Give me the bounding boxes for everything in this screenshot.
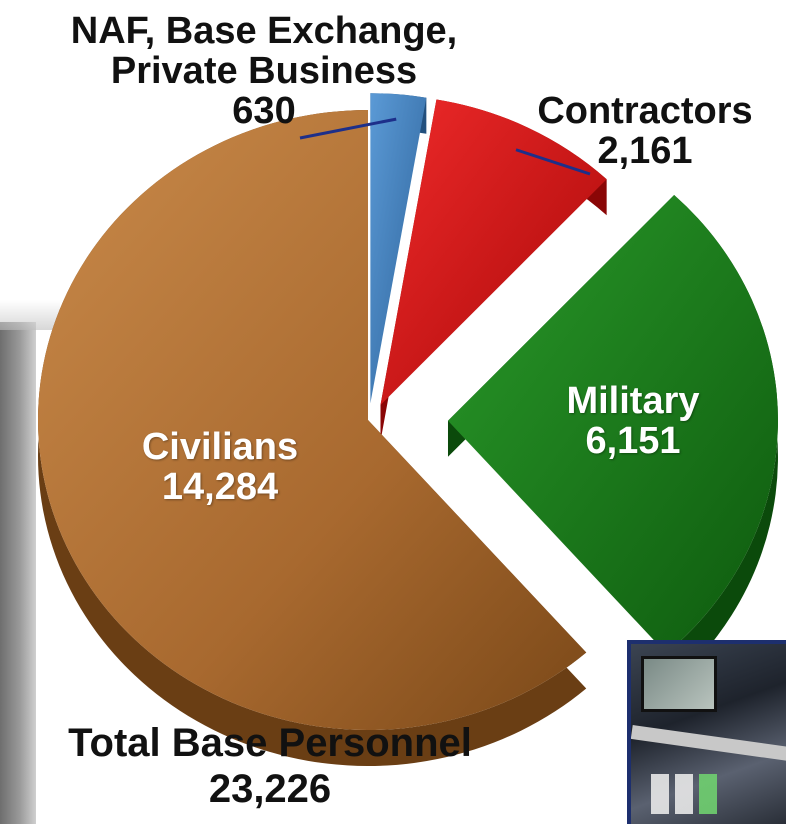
- military-value: 6,151: [585, 419, 681, 462]
- contractors-value: 2,161: [597, 129, 693, 172]
- military-label: Military: [566, 380, 700, 422]
- slice-naf: [370, 93, 427, 404]
- slice-side-civilians: [37, 110, 587, 766]
- slice-civilians: [37, 109, 587, 730]
- naf-label-line2: Private Business: [110, 49, 418, 92]
- total-title: Total Base Personnel: [68, 721, 472, 765]
- leader-line-naf: [299, 117, 397, 140]
- naf-label-line1: NAF, Base Exchange,: [70, 10, 458, 52]
- naf-value: 630: [232, 89, 296, 132]
- slice-label-civilians: Civilians 14,284: [90, 426, 350, 508]
- console-screen: [641, 656, 717, 712]
- total-label: Total Base Personnel 23,226: [60, 722, 480, 810]
- slice-label-naf: NAF, Base Exchange, Private Business 630: [14, 10, 514, 132]
- total-value: 23,226: [208, 767, 332, 811]
- aircraft-console-photo: [627, 640, 786, 824]
- contractors-label: Contractors: [537, 90, 753, 132]
- background-panel: [0, 322, 36, 824]
- civilians-label: Civilians: [141, 426, 299, 468]
- console-keys: [651, 774, 721, 814]
- slice-military: [447, 195, 778, 654]
- leader-line-contractors: [515, 148, 591, 176]
- slice-label-military: Military 6,151: [528, 380, 738, 462]
- console-placard: [631, 725, 786, 761]
- slice-label-contractors: Contractors 2,161: [505, 90, 785, 172]
- background-panel-top: [0, 300, 60, 330]
- slice-contractors: [380, 99, 607, 405]
- civilians-value: 14,284: [161, 465, 279, 508]
